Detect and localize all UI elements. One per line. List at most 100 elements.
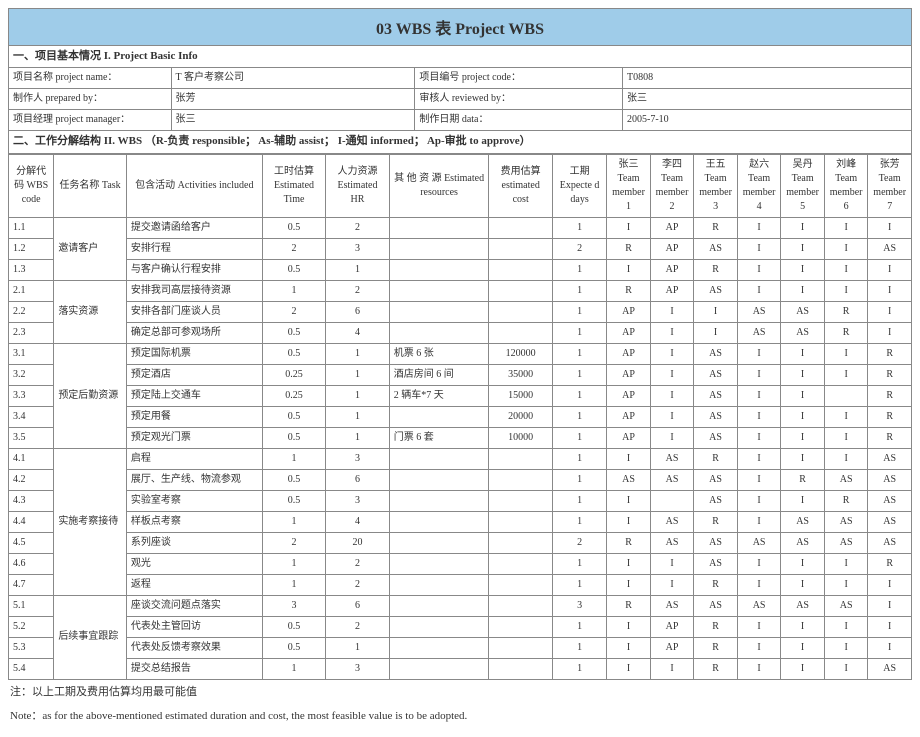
cell-member: R xyxy=(607,595,651,616)
cell-hr: 3 xyxy=(326,448,389,469)
cell-member: AS xyxy=(781,322,825,343)
cell-member: I xyxy=(607,448,651,469)
cell-member: AS xyxy=(694,553,738,574)
cell-member: I xyxy=(737,364,781,385)
revby-label: 审核人 reviewed by： xyxy=(415,89,623,110)
cell-cost xyxy=(489,490,552,511)
cell-days: 1 xyxy=(552,637,606,658)
cell-task: 落实资源 xyxy=(54,280,127,343)
h-days: 工期 Expecte d days xyxy=(552,154,606,217)
cell-activity: 安排我司高层接待资源 xyxy=(126,280,262,301)
table-row: 3.3预定陆上交通车0.2512 辆车*7 天150001APIASIIR xyxy=(9,385,912,406)
cell-time: 0.5 xyxy=(262,217,325,238)
cell-member: AS xyxy=(694,532,738,553)
cell-member: I xyxy=(824,553,868,574)
table-row: 4.6观光121IIASIIIR xyxy=(9,553,912,574)
cell-member: R xyxy=(607,280,651,301)
cell-member xyxy=(824,385,868,406)
cell-activity: 代表处反馈考察效果 xyxy=(126,637,262,658)
section2-header: 二、工作分解结构 II. WBS （R-负责 responsible； As-辅… xyxy=(9,131,912,153)
cell-member: I xyxy=(868,595,912,616)
cell-days: 1 xyxy=(552,301,606,322)
cell-member: AP xyxy=(650,616,694,637)
cell-cost: 20000 xyxy=(489,406,552,427)
cell-res xyxy=(389,448,489,469)
cell-member: I xyxy=(607,658,651,679)
cell-member: AP xyxy=(650,637,694,658)
h-cost: 费用估算 estimated cost xyxy=(489,154,552,217)
cell-time: 2 xyxy=(262,238,325,259)
cell-member: R xyxy=(824,490,868,511)
cell-code: 1.3 xyxy=(9,259,54,280)
cell-hr: 2 xyxy=(326,616,389,637)
cell-member: I xyxy=(868,217,912,238)
cell-member: I xyxy=(824,238,868,259)
cell-member: I xyxy=(781,553,825,574)
cell-member: I xyxy=(607,574,651,595)
cell-hr: 3 xyxy=(326,238,389,259)
date-label: 制作日期 data： xyxy=(415,110,623,131)
cell-cost xyxy=(489,532,552,553)
cell-cost: 15000 xyxy=(489,385,552,406)
cell-member: AS xyxy=(694,469,738,490)
cell-activity: 确定总部可参观场所 xyxy=(126,322,262,343)
cell-res xyxy=(389,553,489,574)
cell-cost xyxy=(489,658,552,679)
table-row: 2.3确定总部可参观场所0.541APIIASASRI xyxy=(9,322,912,343)
table-row: 5.3代表处反馈考察效果0.511IAPRIIII xyxy=(9,637,912,658)
cell-member: I xyxy=(781,448,825,469)
cell-member: I xyxy=(607,553,651,574)
cell-time: 0.25 xyxy=(262,385,325,406)
cell-member: AS xyxy=(824,469,868,490)
cell-res xyxy=(389,322,489,343)
table-row: 4.5系列座谈2202RASASASASASAS xyxy=(9,532,912,553)
cell-cost xyxy=(489,511,552,532)
cell-member: I xyxy=(737,658,781,679)
cell-member: R xyxy=(868,427,912,448)
cell-member: I xyxy=(824,658,868,679)
cell-member: I xyxy=(868,259,912,280)
h-m4: 赵六 Team member 4 xyxy=(737,154,781,217)
cell-member: AS xyxy=(868,511,912,532)
cell-member: I xyxy=(781,574,825,595)
cell-days: 1 xyxy=(552,427,606,448)
cell-time: 3 xyxy=(262,595,325,616)
cell-task: 实施考察接待 xyxy=(54,448,127,595)
h-m3: 王五 Team member 3 xyxy=(694,154,738,217)
cell-days: 1 xyxy=(552,616,606,637)
cell-res xyxy=(389,280,489,301)
cell-member: AS xyxy=(868,238,912,259)
cell-member: AP xyxy=(650,259,694,280)
cell-member: AS xyxy=(737,532,781,553)
cell-hr: 3 xyxy=(326,658,389,679)
cell-cost xyxy=(489,280,552,301)
cell-member: I xyxy=(781,406,825,427)
cell-member: I xyxy=(737,385,781,406)
table-row: 4.3实验室考察0.531IASIIRAS xyxy=(9,490,912,511)
table-row: 3.5预定观光门票0.51门票 6 套100001APIASIIIR xyxy=(9,427,912,448)
cell-days: 1 xyxy=(552,217,606,238)
cell-days: 1 xyxy=(552,553,606,574)
cell-cost: 10000 xyxy=(489,427,552,448)
cell-member: AS xyxy=(781,511,825,532)
cell-member: R xyxy=(694,511,738,532)
cell-code: 3.3 xyxy=(9,385,54,406)
cell-member: AS xyxy=(824,532,868,553)
cell-hr: 2 xyxy=(326,280,389,301)
cell-member: R xyxy=(694,574,738,595)
cell-member: R xyxy=(694,217,738,238)
cell-member: I xyxy=(868,322,912,343)
cell-member: I xyxy=(694,301,738,322)
cell-member: AS xyxy=(694,238,738,259)
cell-member: AS xyxy=(824,511,868,532)
cell-days: 1 xyxy=(552,448,606,469)
cell-member: AS xyxy=(694,280,738,301)
cell-member: I xyxy=(824,217,868,238)
cell-res xyxy=(389,259,489,280)
cell-activity: 预定国际机票 xyxy=(126,343,262,364)
prepby-value: 张芳 xyxy=(171,89,415,110)
cell-member: I xyxy=(607,511,651,532)
cell-member: I xyxy=(694,322,738,343)
cell-member: AS xyxy=(694,595,738,616)
cell-code: 3.4 xyxy=(9,406,54,427)
